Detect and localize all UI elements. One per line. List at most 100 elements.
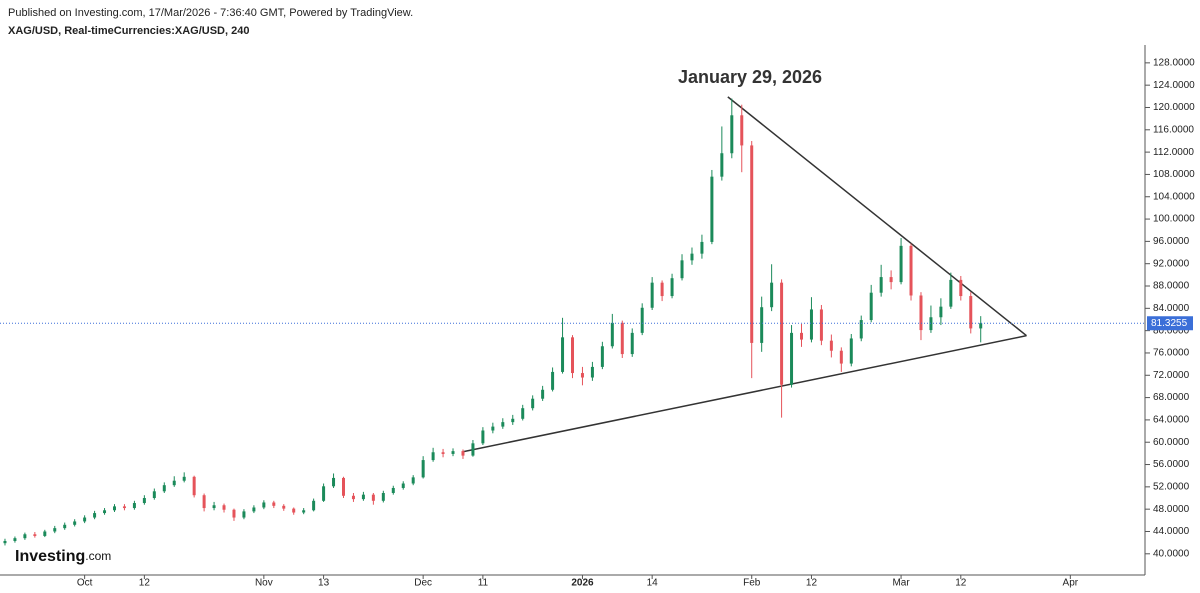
candle-body <box>819 309 823 341</box>
x-tick-label: 12 <box>806 578 818 589</box>
candle-body <box>451 451 455 454</box>
candle-body <box>809 309 813 340</box>
y-tick-label: 88.0000 <box>1153 281 1190 292</box>
candle-body <box>919 295 923 331</box>
candle-body <box>740 115 744 146</box>
candle-body <box>590 366 594 378</box>
candle-body <box>760 307 764 343</box>
candle-body <box>162 485 166 492</box>
y-tick-label: 44.0000 <box>1153 526 1190 537</box>
candle-body <box>312 500 316 511</box>
candle-body <box>232 509 236 518</box>
candle-body <box>132 503 136 509</box>
x-tick-label: 2026 <box>571 578 594 589</box>
candle-body <box>272 502 276 506</box>
candle-body <box>849 338 853 364</box>
candle-body <box>421 460 425 478</box>
candle-body <box>859 320 863 339</box>
candle-body <box>531 398 535 409</box>
candle-body <box>690 253 694 261</box>
candle-body <box>83 517 87 522</box>
x-tick-label: Feb <box>743 578 761 589</box>
candle-body <box>242 511 246 518</box>
y-tick-label: 128.0000 <box>1153 57 1195 68</box>
annotation: January 29, 2026 <box>678 67 822 87</box>
candle-body <box>561 337 565 372</box>
candle-body <box>212 505 216 509</box>
candle-body <box>949 279 953 307</box>
x-tick-label: Mar <box>892 578 910 589</box>
x-tick-label: 12 <box>955 578 967 589</box>
candle-body <box>182 476 186 481</box>
candle-body <box>660 282 664 297</box>
trendline <box>462 334 1027 453</box>
candle-body <box>889 277 893 283</box>
candle-body <box>780 282 784 385</box>
candle-body <box>332 477 336 487</box>
candle-body <box>23 534 27 539</box>
candle-body <box>142 498 146 504</box>
candle-body <box>541 389 545 399</box>
candle-body <box>351 495 355 500</box>
y-tick-label: 100.0000 <box>1153 214 1195 225</box>
candle-body <box>202 495 206 509</box>
y-tick-label: 92.0000 <box>1153 258 1190 269</box>
y-tick-label: 40.0000 <box>1153 548 1190 559</box>
y-tick-label: 116.0000 <box>1153 124 1194 135</box>
candle-body <box>869 292 873 321</box>
candle-body <box>152 491 156 499</box>
y-tick-label: 108.0000 <box>1153 169 1195 180</box>
logo: Investing.com <box>15 548 111 565</box>
x-tick-label: Apr <box>1063 578 1079 589</box>
published-note: Published on Investing.com, 17/Mar/2026 … <box>8 7 413 19</box>
candle-body <box>282 505 286 509</box>
candle-body <box>73 521 77 525</box>
candle-body <box>43 531 47 536</box>
last-price-label: 81.3255 <box>1151 318 1188 329</box>
candle-body <box>700 241 704 254</box>
candle-body <box>969 296 973 329</box>
x-tick-label: 11 <box>478 578 489 589</box>
candle-body <box>3 540 7 544</box>
candle-body <box>262 502 266 508</box>
candle-body <box>730 115 734 154</box>
candle-body <box>33 534 37 536</box>
logo-suffix: .com <box>85 549 111 563</box>
y-tick-label: 104.0000 <box>1153 191 1195 202</box>
candle-body <box>13 538 17 541</box>
y-tick-label: 60.0000 <box>1153 437 1190 448</box>
candle-body <box>292 508 296 513</box>
candle-body <box>391 487 395 493</box>
y-tick-label: 72.0000 <box>1153 370 1190 381</box>
candle-body <box>521 408 525 419</box>
candle-body <box>571 337 574 374</box>
y-tick-label: 52.0000 <box>1153 481 1190 492</box>
candle-body <box>790 332 794 385</box>
symbol-title: XAG/USD, Real-timeCurrencies:XAG/USD, 24… <box>8 25 249 37</box>
candle-body <box>600 346 604 367</box>
y-tick-label: 68.0000 <box>1153 392 1190 403</box>
candle-body <box>610 322 614 347</box>
last-price-box <box>1147 316 1193 331</box>
candle-body <box>103 510 107 514</box>
candle-body <box>800 332 803 340</box>
candle-body <box>471 443 475 456</box>
candle-body <box>511 418 515 423</box>
candle-body <box>411 477 415 484</box>
candle-body <box>939 306 943 318</box>
y-tick-label: 64.0000 <box>1153 415 1190 426</box>
candle-body <box>381 492 385 501</box>
x-tick-label: 12 <box>139 578 151 589</box>
candle-body <box>620 322 624 355</box>
y-tick-label: 56.0000 <box>1153 459 1190 470</box>
candle-body <box>93 513 97 518</box>
x-tick-label: Oct <box>77 578 93 589</box>
y-tick-label: 120.0000 <box>1153 102 1195 113</box>
candle-body <box>899 245 903 283</box>
candle-body <box>979 323 983 329</box>
candle-body <box>640 307 644 333</box>
candle-body <box>491 426 495 431</box>
candle-body <box>431 452 435 461</box>
candle-body <box>630 332 634 355</box>
